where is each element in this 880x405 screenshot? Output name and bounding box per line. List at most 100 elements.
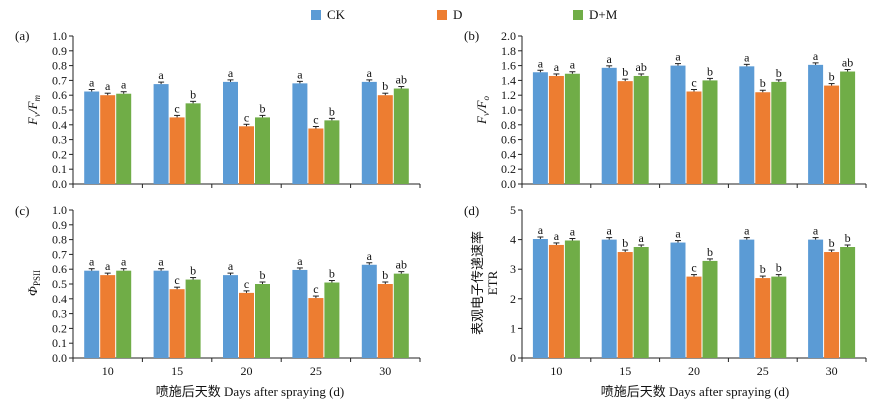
sig-letter-d: a (675, 227, 681, 241)
bar-b-dm-30 (840, 71, 856, 184)
bar-c-d-20 (239, 292, 254, 358)
x-tick-label-c: 15 (171, 364, 183, 378)
panel-label-b: (b) (464, 28, 479, 43)
sig-letter-a: a (297, 67, 303, 81)
bar-d-dm-25 (771, 276, 787, 358)
legend-swatch-dm (573, 10, 583, 20)
bar-d-dm-30 (840, 247, 856, 358)
bar-a-ck-30 (361, 81, 377, 184)
bar-a-ck-25 (292, 83, 308, 184)
sig-letter-b: b (760, 76, 766, 90)
bar-d-ck-30 (808, 239, 824, 358)
y-label-a-sub1: v (32, 113, 42, 117)
bar-b-ck-10 (532, 72, 548, 184)
bar-a-dm-15 (185, 103, 201, 184)
x-tick-label-d: 10 (550, 364, 562, 378)
y-tick-label-d: 2 (510, 292, 516, 306)
y-tick-label-c: 0.4 (52, 292, 67, 306)
bar-b-ck-25 (739, 66, 755, 184)
sig-letter-a: c (244, 110, 249, 124)
bar-a-dm-20 (255, 117, 270, 184)
sig-letter-a: c (313, 113, 318, 127)
bar-a-d-10 (100, 95, 116, 184)
sig-letter-b: a (554, 60, 560, 74)
sig-letter-b: b (829, 70, 835, 84)
y-tick-label-c: 0.9 (52, 218, 67, 232)
y-axis-label-c: ΦPSII (25, 270, 42, 296)
bar-c-ck-25 (292, 269, 308, 358)
bar-a-d-20 (239, 126, 254, 184)
x-tick-label-c: 10 (102, 364, 114, 378)
panel-c: (c) ΦPSII 0.00.10.20.30.40.50.60.70.80.9… (15, 203, 421, 378)
sig-letter-b: a (607, 52, 613, 66)
y-label-a-mid: /F (25, 100, 40, 114)
bar-c-dm-10 (116, 270, 132, 358)
sig-letter-b: b (776, 66, 782, 80)
sig-letter-a: a (158, 68, 164, 82)
y-label-b-main: F (474, 115, 489, 125)
sig-letter-b: a (570, 58, 576, 72)
sig-letter-b: c (691, 76, 696, 90)
sig-letter-d: a (570, 224, 576, 238)
y-tick-label-a: 0.5 (52, 103, 67, 117)
sig-letter-a: ab (396, 73, 407, 87)
y-tick-label-c: 0.1 (52, 336, 67, 350)
sig-letter-a: b (190, 87, 196, 101)
y-axis-label-d-line2: ETR (485, 270, 500, 295)
bar-c-dm-30 (393, 273, 409, 358)
y-tick-label-c: 0.7 (52, 247, 67, 261)
legend: CK D D+M (311, 7, 618, 22)
x-tick-label-c: 25 (310, 364, 322, 378)
y-tick-label-d: 4 (510, 233, 516, 247)
y-tick-label-d: 0 (510, 351, 516, 365)
bar-a-dm-10 (116, 93, 132, 184)
sig-letter-a: b (260, 101, 266, 115)
bar-b-dm-20 (702, 80, 718, 184)
bar-a-d-25 (308, 128, 324, 184)
sig-letter-a: b (329, 104, 335, 118)
sig-letter-c: a (105, 259, 111, 273)
sig-letter-d: c (691, 261, 696, 275)
sig-letter-c: b (260, 268, 266, 282)
sig-letter-b: b (707, 64, 713, 78)
bar-a-ck-15 (153, 84, 169, 184)
x-tick-label-c: 20 (241, 364, 253, 378)
y-tick-label-a: 0.4 (52, 118, 67, 132)
y-tick-label-b: 2.0 (501, 29, 516, 43)
bar-d-dm-10 (564, 240, 580, 358)
bar-c-d-15 (169, 289, 185, 358)
panel-b: (b) Fv/Fo 0.00.20.40.60.81.01.21.41.61.8… (464, 28, 867, 191)
y-tick-label-a: 0.3 (52, 133, 67, 147)
x-tick-label-d: 20 (688, 364, 700, 378)
bar-a-dm-30 (393, 88, 409, 184)
y-label-b-mid: /F (474, 99, 489, 113)
sig-letter-c: b (329, 267, 335, 281)
y-tick-label-a: 0.7 (52, 73, 67, 87)
y-tick-label-b: 0.2 (501, 162, 516, 176)
bar-d-d-10 (548, 244, 564, 358)
x-tick-label-c: 30 (379, 364, 391, 378)
y-tick-label-d: 5 (510, 203, 516, 217)
y-tick-label-a: 1.0 (52, 29, 67, 43)
y-tick-label-c: 0.2 (52, 321, 67, 335)
sig-letter-c: a (297, 254, 303, 268)
sig-letter-d: b (622, 236, 628, 250)
bar-c-dm-25 (324, 282, 340, 358)
bar-d-d-20 (686, 276, 702, 358)
bar-b-d-30 (824, 85, 840, 184)
bar-a-ck-10 (84, 91, 100, 184)
sig-letter-d: b (845, 231, 851, 245)
x-axis-label-right: 喷施后天数 Days after spraying (d) (601, 384, 789, 399)
y-label-c-sub1: PSII (32, 270, 42, 286)
y-tick-label-d: 1 (510, 321, 516, 335)
sig-letter-d: a (607, 224, 613, 238)
bar-a-d-15 (169, 117, 185, 184)
y-tick-label-a: 0.6 (52, 88, 67, 102)
sig-letter-d: a (538, 223, 544, 237)
y-tick-label-b: 1.2 (501, 88, 516, 102)
x-tick-label-d: 25 (757, 364, 769, 378)
legend-swatch-d (437, 10, 447, 20)
sig-letter-c: a (89, 255, 95, 269)
bar-d-ck-15 (601, 239, 617, 358)
